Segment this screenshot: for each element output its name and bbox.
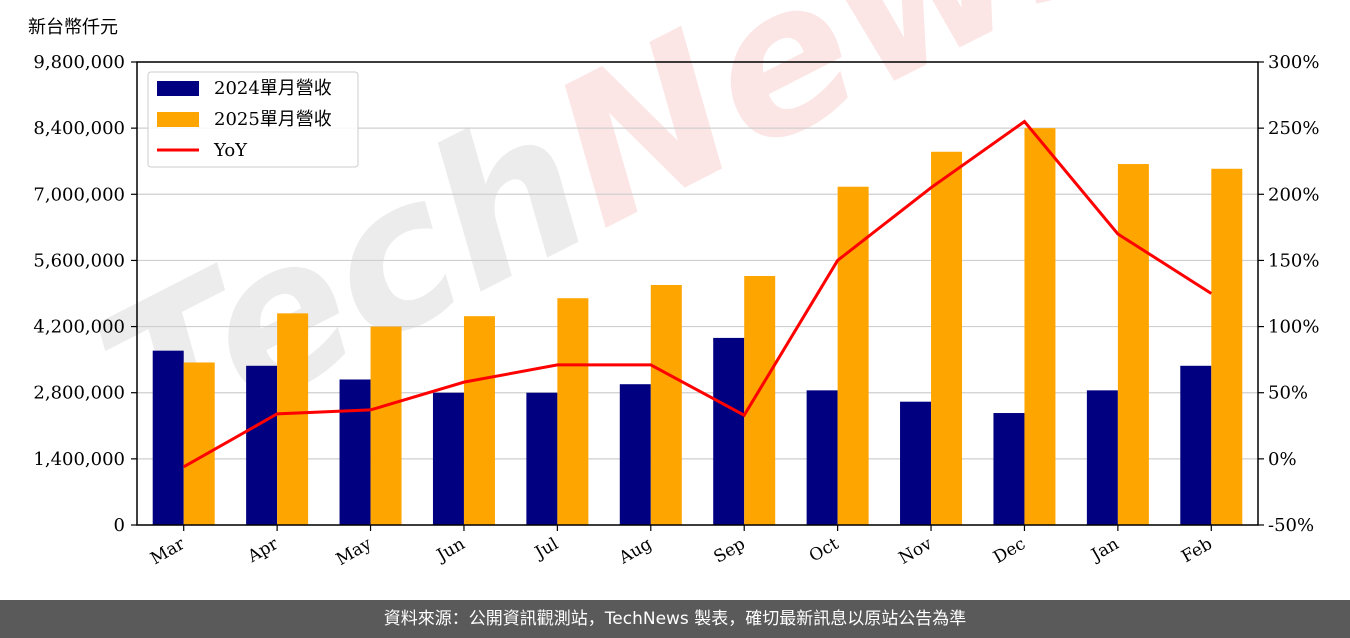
x-tick-label: Oct (806, 534, 842, 567)
left-tick-label: 8,400,000 (33, 118, 125, 139)
yoy-line (182, 119, 1213, 469)
bar-2024 (993, 413, 1025, 525)
right-tick-label: -50% (1268, 515, 1314, 536)
bar-2025 (1024, 128, 1056, 525)
right-axis: -50% 0% 50% 100% 150% 200% 250% 300% (1258, 52, 1319, 536)
bar-2025 (277, 313, 309, 525)
x-tick-label: Sep (710, 534, 748, 568)
legend-swatch (157, 112, 199, 127)
chart: TechNews 01,400,0002,800,0004,200,0005,6… (28, 0, 1319, 570)
bar-2024 (526, 392, 558, 525)
bar-2024 (246, 365, 278, 525)
yoy-line-group (182, 119, 1213, 469)
x-tick-label: Jan (1086, 534, 1122, 566)
legend-box (147, 71, 359, 168)
x-tick-label: Apr (244, 534, 283, 568)
plot-frame (136, 61, 1259, 526)
right-tick-label: 250% (1268, 118, 1319, 139)
x-axis: Mar Apr May Jun Jul Aug Sep Oct Nov Dec Jan Feb (147, 525, 1216, 570)
left-tick-label: 9,800,000 (33, 52, 125, 73)
legend-label: YoY (213, 140, 248, 161)
bars (152, 128, 1243, 525)
bar-2025 (1117, 164, 1149, 525)
x-tick-label: Aug (615, 534, 656, 569)
bar-2024 (806, 390, 838, 525)
x-tick-label: May (333, 534, 376, 570)
bar-2024 (152, 350, 184, 525)
x-tick-label: Mar (147, 534, 189, 570)
x-tick-label: Feb (1178, 534, 1216, 567)
bar-2024 (339, 379, 371, 525)
legend-swatch (157, 81, 199, 96)
right-tick-label: 0% (1268, 449, 1297, 470)
bar-2024 (713, 337, 745, 525)
right-tick-label: 150% (1268, 250, 1319, 271)
right-tick-label: 200% (1268, 184, 1319, 205)
legend-label: 2025單月營收 (214, 109, 332, 130)
bar-2024 (432, 392, 464, 525)
x-tick-label: Nov (895, 534, 935, 569)
bar-2025 (463, 316, 495, 525)
left-tick-label: 5,600,000 (33, 250, 125, 271)
bar-2025 (1211, 168, 1243, 525)
unit-label: 新台幣仟元 (28, 17, 118, 38)
left-axis: 0 1,400,000 2,800,000 4,200,000 5,600,000 7,0… (33, 52, 137, 536)
right-tick-label: 50% (1268, 383, 1308, 404)
left-tick-label: 7,000,000 (33, 184, 125, 205)
legend-label: 2024單月營收 (214, 78, 332, 99)
x-tick-label: Jul (530, 534, 562, 564)
bar-2024 (900, 401, 932, 525)
bar-2024 (1180, 365, 1212, 525)
bar-2024 (619, 384, 651, 525)
x-tick-label: Jun (432, 534, 469, 567)
bar-2025 (557, 298, 589, 525)
bar-2025 (370, 326, 402, 525)
left-tick-label: 1,400,000 (33, 449, 125, 470)
left-tick-label: 4,200,000 (33, 317, 125, 338)
bar-2025 (650, 284, 682, 525)
footer-source: 資料來源：公開資訊觀測站，TechNews 製表，確切最新訊息以原站公告為準 (0, 600, 1350, 638)
bar-2024 (1086, 390, 1118, 525)
x-tick-label: Dec (990, 534, 1029, 568)
bar-2025 (837, 186, 869, 525)
right-tick-label: 100% (1268, 317, 1319, 338)
bar-2025 (183, 362, 215, 525)
bar-2025 (744, 276, 776, 525)
right-tick-label: 300% (1268, 52, 1319, 73)
left-tick-label: 2,800,000 (33, 383, 125, 404)
legend: 2024單月營收 2025單月營收 YoY (147, 71, 359, 168)
left-tick-label: 0 (114, 515, 125, 536)
bar-2025 (931, 151, 963, 525)
